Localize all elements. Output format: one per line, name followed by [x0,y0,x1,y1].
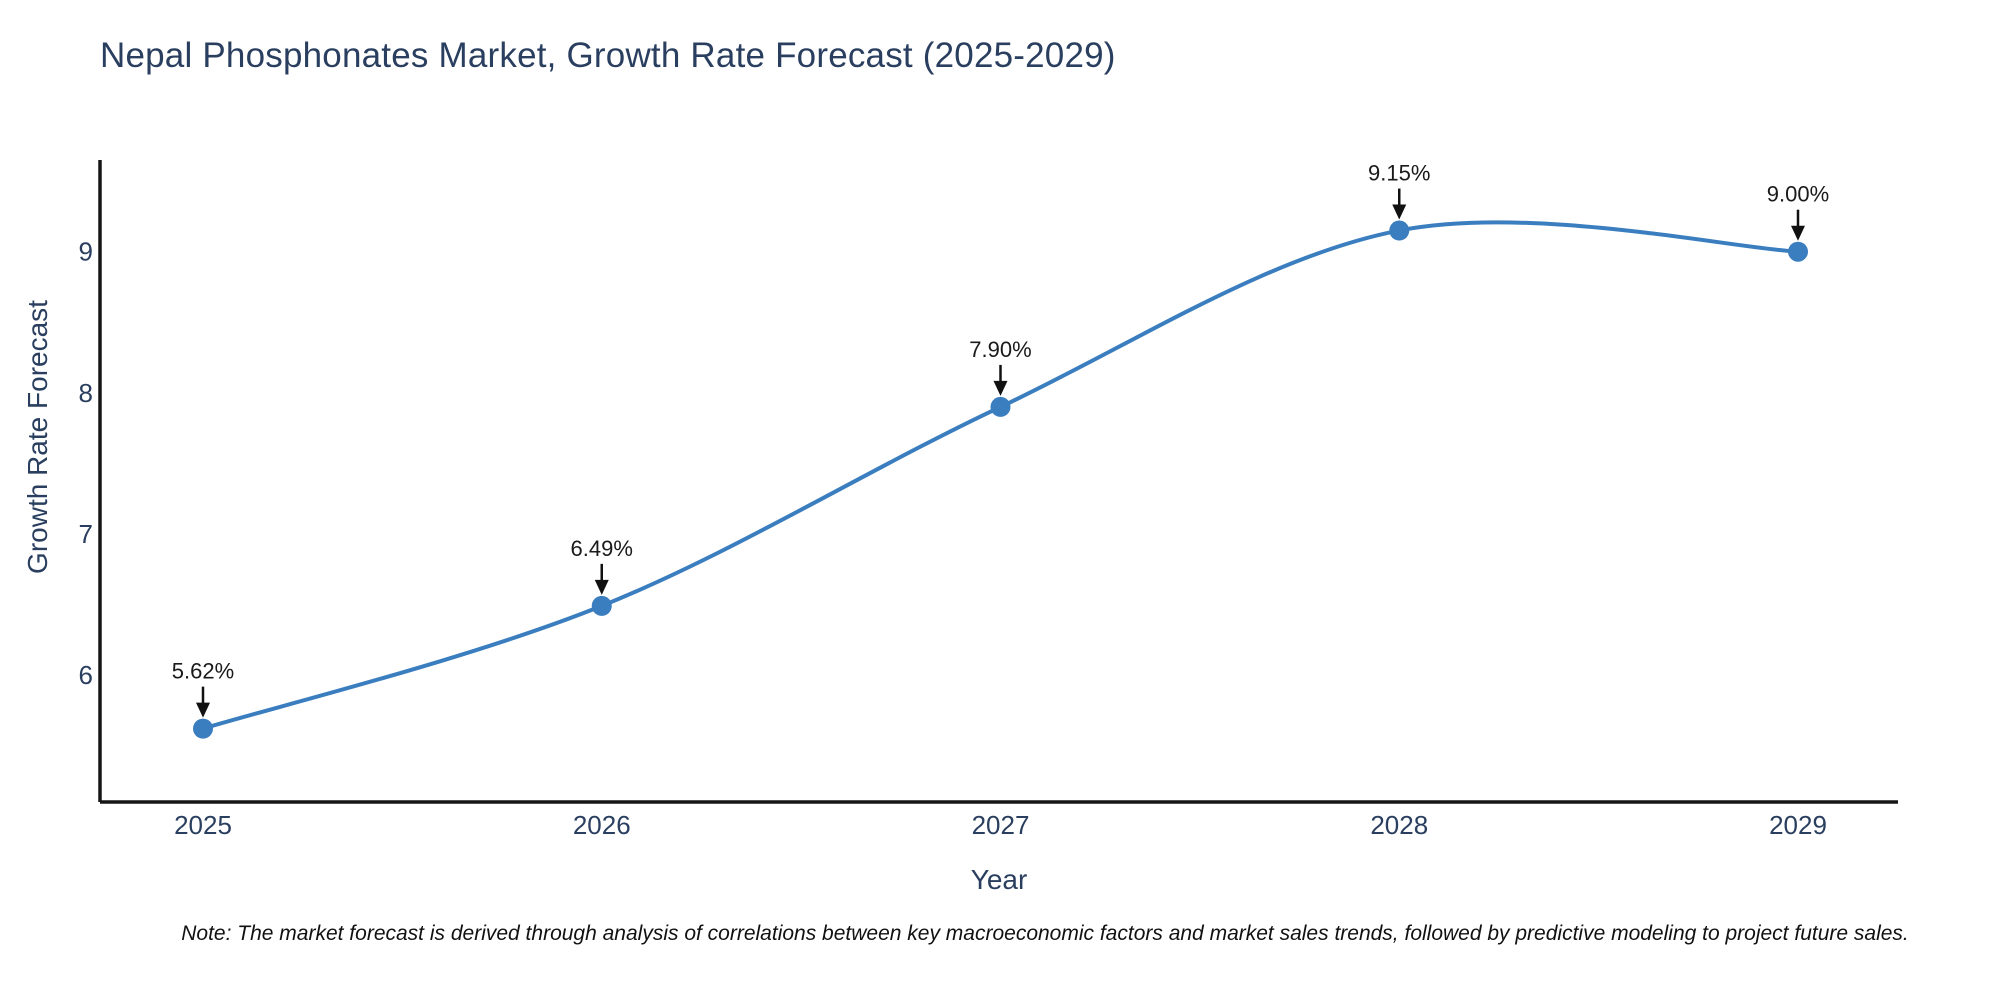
annotation-arrowhead-2025 [196,702,210,718]
y-tick-label-7: 7 [79,519,93,549]
forecast-line [201,220,1800,731]
x-tick-label-2028: 2028 [1370,810,1428,840]
y-tick-label-8: 8 [79,378,93,408]
data-point-2026 [591,595,612,616]
annotation-label-2026: 6.49% [571,536,633,561]
annotation-label-2029: 9.00% [1767,182,1829,207]
annotation-arrowhead-2028 [1392,204,1407,220]
x-tick-label-2029: 2029 [1769,810,1827,840]
annotation-arrowhead-2027 [993,380,1008,396]
annotation-label-2028: 9.15% [1368,161,1430,186]
annotation-label-2025: 5.62% [172,659,234,684]
annotation-arrowhead-2029 [1791,225,1805,241]
x-tick-label-2027: 2027 [972,810,1030,840]
data-point-2029 [1788,241,1808,262]
footnote: Note: The market forecast is derived thr… [181,922,1909,945]
x-axis-title: Year [970,864,1028,895]
data-point-2028 [1389,220,1410,241]
data-point-2027 [990,396,1011,417]
data-point-2025 [193,718,213,739]
annotation-arrowhead-2026 [594,579,609,595]
annotation-label-2027: 7.90% [969,337,1031,362]
y-axis-title: Growth Rate Forecast [22,300,53,574]
y-tick-label-6: 6 [79,660,93,690]
y-tick-label-9: 9 [79,237,93,267]
chart-title: Nepal Phosphonates Market, Growth Rate F… [100,36,1116,75]
x-tick-label-2026: 2026 [573,810,631,840]
x-tick-label-2025: 2025 [174,810,232,840]
